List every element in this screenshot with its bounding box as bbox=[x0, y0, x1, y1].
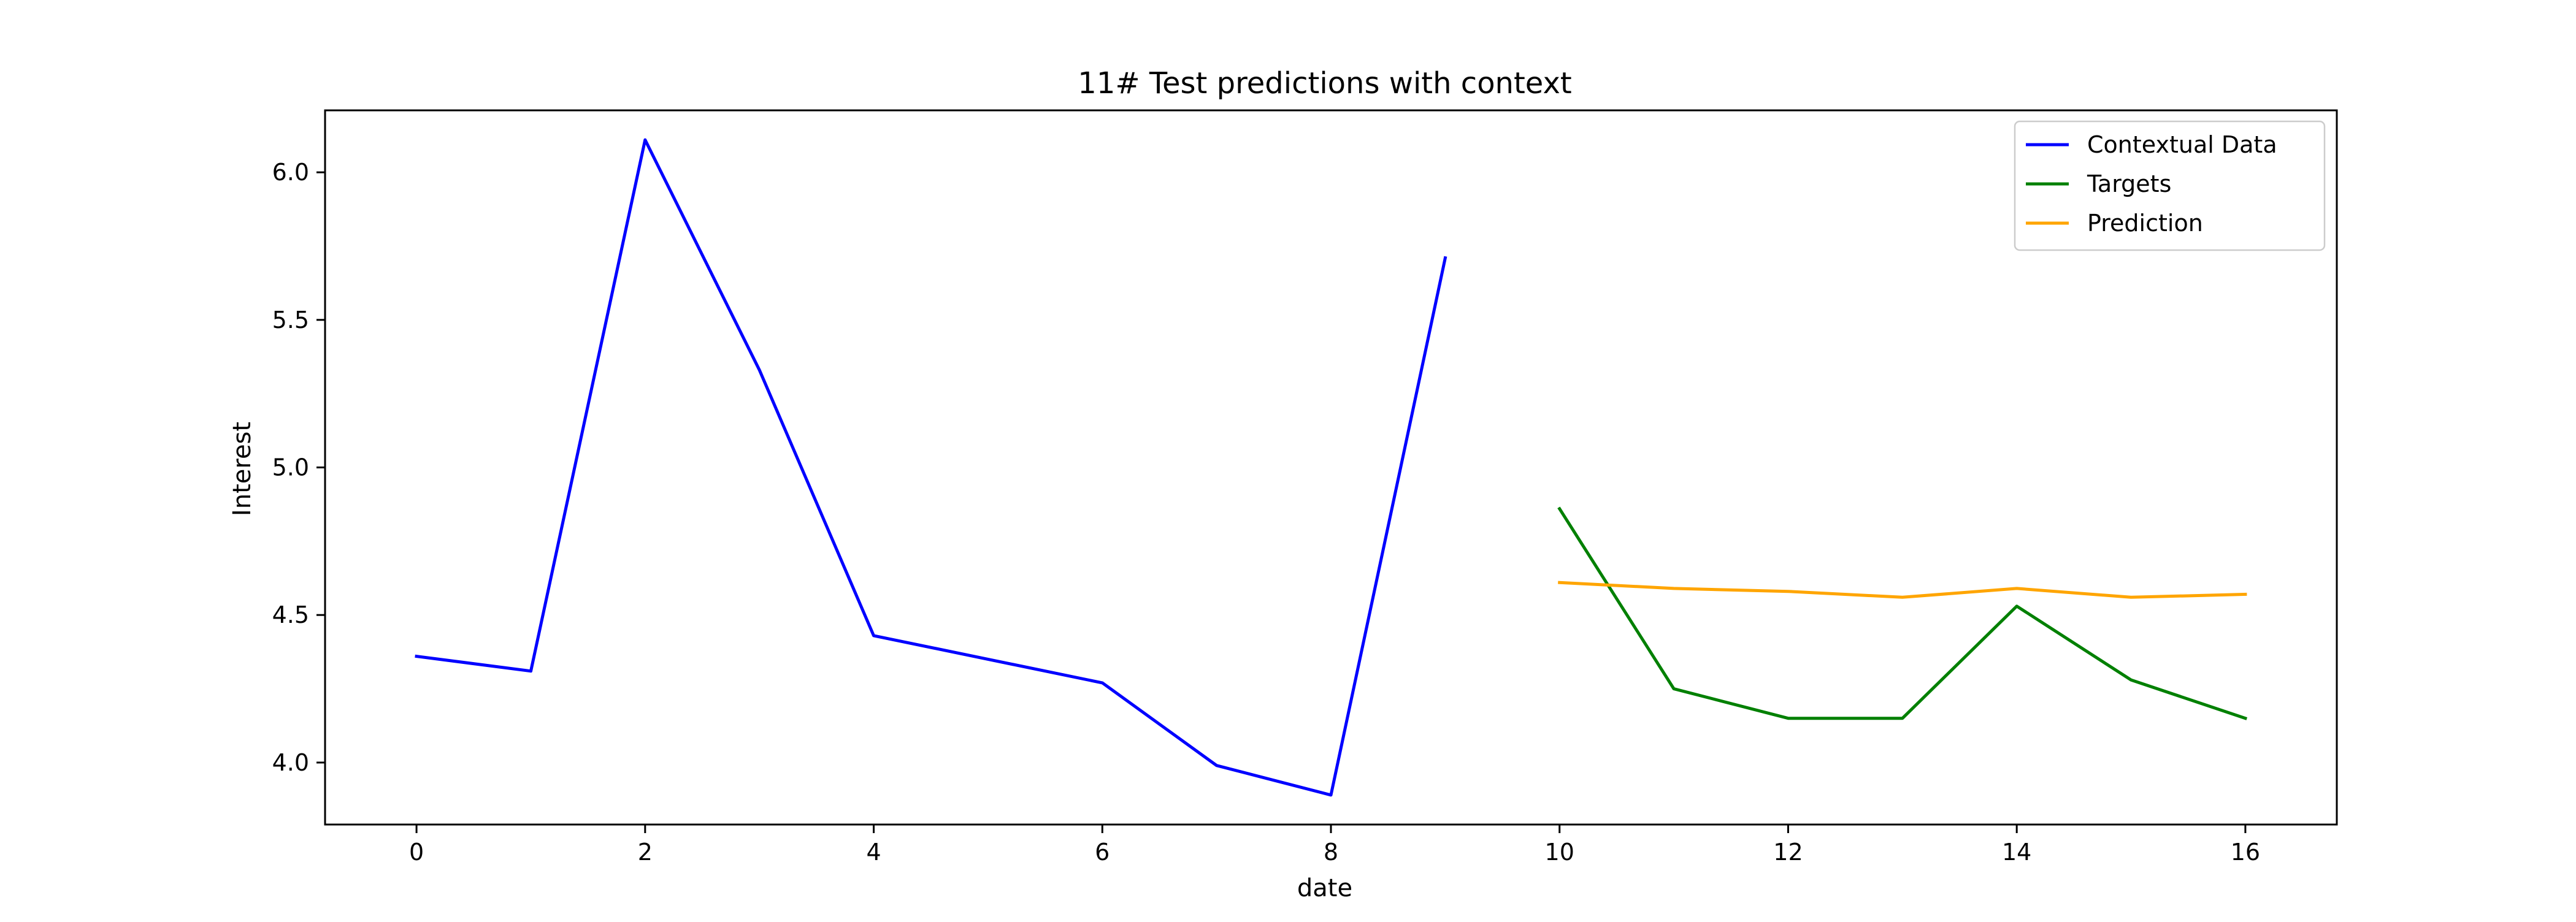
x-tick-label: 2 bbox=[638, 839, 653, 866]
legend-box bbox=[2014, 120, 2326, 251]
x-tick-label: 6 bbox=[1095, 839, 1110, 866]
series-line-prediction bbox=[1558, 581, 2247, 599]
x-tick-label: 4 bbox=[866, 839, 881, 866]
x-tick-label: 12 bbox=[1773, 839, 1803, 866]
x-tick-label: 10 bbox=[1545, 839, 1574, 866]
x-axis-title: date bbox=[1297, 874, 1352, 902]
y-tick-label: 5.0 bbox=[272, 454, 309, 481]
y-axis-title: Interest bbox=[228, 422, 256, 516]
x-tick-label: 14 bbox=[2002, 839, 2031, 866]
y-tick-label: 4.5 bbox=[272, 601, 309, 628]
legend: Contextual Data Targets Prediction bbox=[2014, 120, 2326, 251]
x-tick-label: 0 bbox=[409, 839, 424, 866]
y-tick-label: 4.0 bbox=[272, 749, 309, 776]
legend-entry: Prediction bbox=[2087, 210, 2203, 237]
legend-entry: Targets bbox=[2087, 170, 2171, 197]
series-line-contextual-data bbox=[415, 138, 1447, 797]
x-tick-label: 8 bbox=[1324, 839, 1338, 866]
legend-entry: Contextual Data bbox=[2087, 131, 2277, 158]
chart-title: 11# Test predictions with context bbox=[1078, 66, 1571, 101]
y-tick-label: 5.5 bbox=[272, 307, 309, 333]
x-tick-label: 16 bbox=[2231, 839, 2260, 866]
y-tick-label: 6.0 bbox=[272, 159, 309, 186]
series-line-targets bbox=[1557, 506, 2248, 720]
